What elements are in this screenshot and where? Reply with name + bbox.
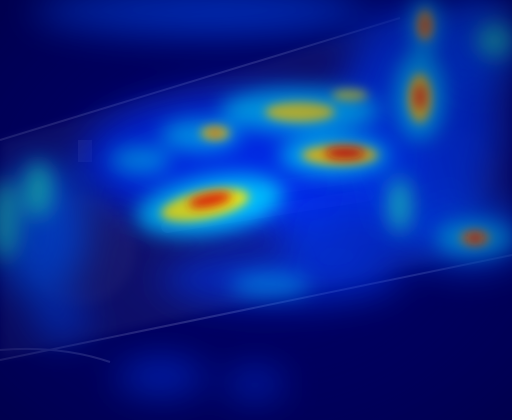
vignette — [0, 0, 512, 420]
heatmap-svg — [0, 0, 512, 420]
heatmap-image — [0, 0, 512, 420]
